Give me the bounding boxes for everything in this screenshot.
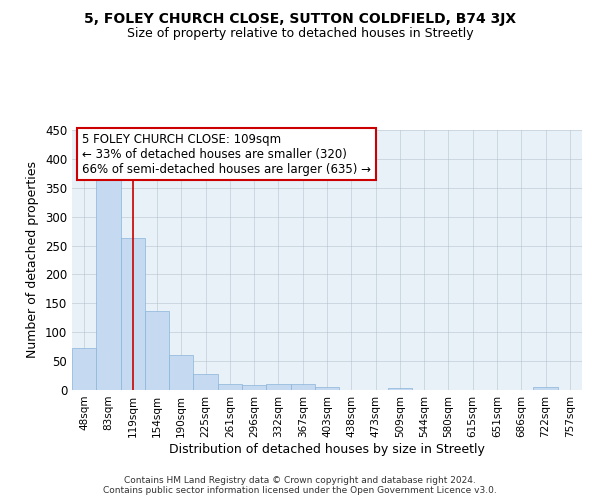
Text: Size of property relative to detached houses in Streetly: Size of property relative to detached ho… [127,28,473,40]
Text: 5, FOLEY CHURCH CLOSE, SUTTON COLDFIELD, B74 3JX: 5, FOLEY CHURCH CLOSE, SUTTON COLDFIELD,… [84,12,516,26]
Bar [290,384,315,390]
Bar [315,387,339,390]
Y-axis label: Number of detached properties: Number of detached properties [26,162,40,358]
Bar [218,384,242,390]
Bar [533,387,558,390]
Bar [266,384,290,390]
Bar [388,388,412,390]
Text: 5 FOLEY CHURCH CLOSE: 109sqm
← 33% of detached houses are smaller (320)
66% of s: 5 FOLEY CHURCH CLOSE: 109sqm ← 33% of de… [82,132,371,176]
X-axis label: Distribution of detached houses by size in Streetly: Distribution of detached houses by size … [169,442,485,456]
Bar [242,385,266,390]
Bar [121,238,145,390]
Bar [96,172,121,390]
Bar [169,356,193,390]
Bar [72,348,96,390]
Text: Contains HM Land Registry data © Crown copyright and database right 2024.
Contai: Contains HM Land Registry data © Crown c… [103,476,497,495]
Bar [193,374,218,390]
Bar [145,312,169,390]
